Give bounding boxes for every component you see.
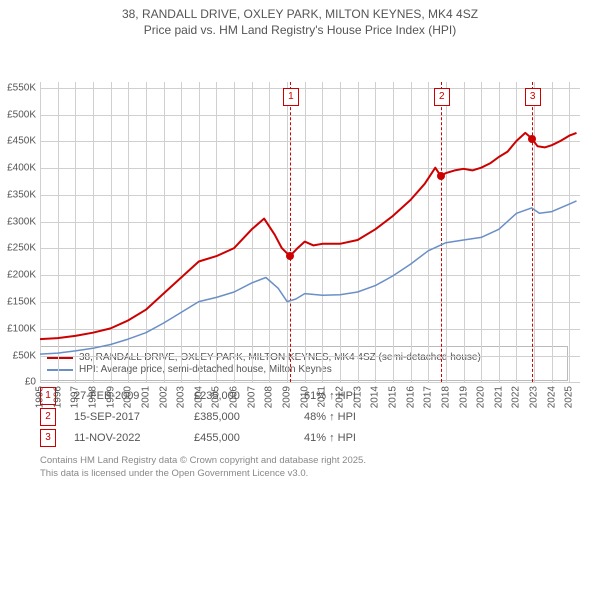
- x-tick-label: 2001: [140, 386, 151, 408]
- x-tick-label: 2010: [299, 386, 310, 408]
- x-tick-label: 2012: [335, 386, 346, 408]
- sale-row: 2 15-SEP-2017 £385,000 48% ↑ HPI: [40, 408, 568, 426]
- x-tick-label: 2023: [529, 386, 540, 408]
- x-tick-label: 1997: [70, 386, 81, 408]
- x-tick-label: 2017: [423, 386, 434, 408]
- sale-marker: 2: [40, 408, 56, 426]
- y-tick-label: £100K: [0, 323, 36, 334]
- y-tick-label: £150K: [0, 297, 36, 308]
- sale-date: 15-SEP-2017: [74, 411, 194, 423]
- x-tick-label: 2013: [352, 386, 363, 408]
- series-line: [40, 133, 577, 339]
- x-tick-label: 2022: [511, 386, 522, 408]
- x-tick-label: 2002: [158, 386, 169, 408]
- gridline: [40, 382, 580, 383]
- y-tick-label: £250K: [0, 243, 36, 254]
- title-line2: Price paid vs. HM Land Registry's House …: [144, 23, 456, 37]
- chart-wrap: 38, RANDALL DRIVE, OXLEY PARK, MILTON KE…: [0, 0, 600, 590]
- disclaimer-line: Contains HM Land Registry data © Crown c…: [40, 455, 366, 466]
- series-svg: [40, 82, 580, 382]
- y-tick-label: £450K: [0, 136, 36, 147]
- x-tick-label: 2006: [229, 386, 240, 408]
- sale-date: 11-NOV-2022: [74, 432, 194, 444]
- x-tick-label: 2011: [317, 386, 328, 408]
- x-tick-label: 2024: [546, 386, 557, 408]
- y-tick-label: £500K: [0, 109, 36, 120]
- x-tick-label: 2021: [493, 386, 504, 408]
- x-tick-label: 2015: [387, 386, 398, 408]
- x-tick-label: 2014: [370, 386, 381, 408]
- y-tick-label: £400K: [0, 163, 36, 174]
- x-tick-label: 2004: [193, 386, 204, 408]
- y-tick-label: £50K: [0, 350, 36, 361]
- x-tick-label: 2003: [176, 386, 187, 408]
- x-tick-label: 1995: [35, 386, 46, 408]
- sale-vs-hpi: 61% ↑ HPI: [304, 390, 356, 402]
- sale-price: £385,000: [194, 411, 304, 423]
- sale-price: £455,000: [194, 432, 304, 444]
- x-tick-label: 2019: [458, 386, 469, 408]
- y-tick-label: £550K: [0, 82, 36, 93]
- title-line1: 38, RANDALL DRIVE, OXLEY PARK, MILTON KE…: [122, 7, 478, 21]
- x-tick-label: 2009: [282, 386, 293, 408]
- disclaimer-line: This data is licensed under the Open Gov…: [40, 468, 308, 479]
- x-tick-label: 1999: [105, 386, 116, 408]
- x-tick-label: 2000: [123, 386, 134, 408]
- y-tick-label: £200K: [0, 270, 36, 281]
- plot-area: £0£50K£100K£150K£200K£250K£300K£350K£400…: [40, 82, 580, 382]
- x-tick-label: 2007: [246, 386, 257, 408]
- x-tick-label: 2018: [440, 386, 451, 408]
- series-line: [40, 201, 577, 354]
- x-tick-label: 2005: [211, 386, 222, 408]
- sale-vs-hpi: 48% ↑ HPI: [304, 411, 356, 423]
- x-tick-label: 2008: [264, 386, 275, 408]
- sale-vs-hpi: 41% ↑ HPI: [304, 432, 356, 444]
- y-tick-label: £0: [0, 377, 36, 388]
- sale-row: 3 11-NOV-2022 £455,000 41% ↑ HPI: [40, 429, 568, 447]
- y-tick-label: £350K: [0, 189, 36, 200]
- x-tick-label: 2025: [564, 386, 575, 408]
- disclaimer: Contains HM Land Registry data © Crown c…: [40, 455, 568, 480]
- chart-title: 38, RANDALL DRIVE, OXLEY PARK, MILTON KE…: [0, 0, 600, 40]
- x-tick-label: 2016: [405, 386, 416, 408]
- x-tick-label: 1996: [52, 386, 63, 408]
- y-tick-label: £300K: [0, 216, 36, 227]
- x-tick-label: 2020: [476, 386, 487, 408]
- x-tick-label: 1998: [87, 386, 98, 408]
- sale-marker: 3: [40, 429, 56, 447]
